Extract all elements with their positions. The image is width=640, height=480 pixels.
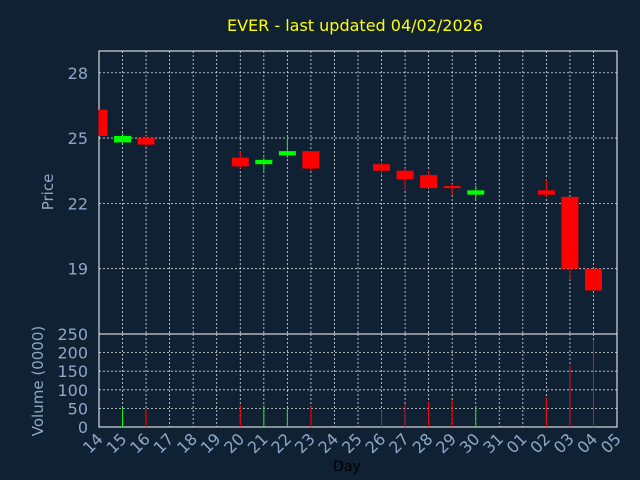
candle-body	[420, 175, 438, 189]
volume-tick-label: 150	[57, 362, 88, 381]
candle-body	[278, 151, 296, 156]
price-tick-label: 22	[68, 194, 88, 213]
candle-body	[231, 157, 249, 167]
candle-body	[467, 190, 485, 195]
volume-tick-label: 250	[57, 325, 88, 344]
volume-axis-label: Volume (0000)	[29, 326, 47, 436]
price-tick-label: 25	[68, 129, 88, 148]
candle-body	[396, 170, 414, 180]
candle-body	[99, 109, 108, 136]
candle-body	[137, 138, 155, 145]
x-axis-label: Day	[333, 459, 361, 475]
volume-tick-label: 100	[57, 381, 88, 400]
volume-plot-frame	[98, 333, 618, 428]
candle-body	[255, 159, 273, 165]
price-axis-label: Price	[39, 174, 57, 211]
candle-body	[443, 185, 461, 189]
volume-tick-label: 0	[78, 418, 88, 437]
candle-body	[373, 164, 391, 171]
candle-body	[537, 190, 555, 195]
candle-body	[561, 196, 579, 269]
candle-body	[584, 268, 602, 291]
volume-tick-label: 200	[57, 344, 88, 363]
candle-body	[302, 151, 320, 169]
price-tick-label: 19	[68, 260, 88, 279]
x-tick-label: 05	[597, 429, 625, 457]
chart-title: EVER - last updated 04/02/2026	[227, 16, 483, 35]
price-tick-label: 28	[68, 64, 88, 83]
volume-tick-label: 50	[68, 399, 88, 418]
candle-body	[114, 135, 132, 143]
